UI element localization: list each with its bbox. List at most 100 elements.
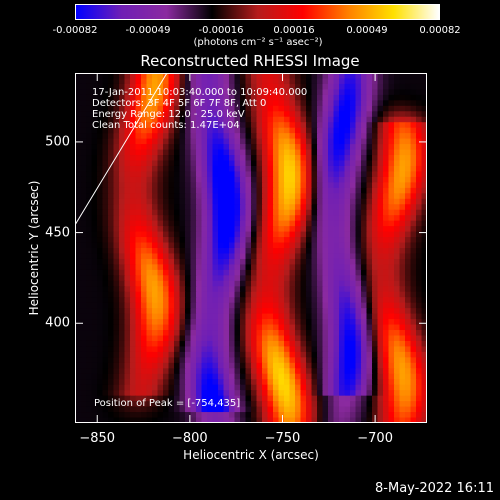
heatmap-cell (174, 116, 181, 123)
heatmap-cell (174, 155, 181, 162)
heatmap-cell (372, 269, 379, 276)
heatmap-cell (207, 313, 214, 320)
heatmap-cell (234, 78, 241, 85)
heatmap-cell (355, 100, 362, 107)
heatmap-cell (168, 368, 175, 375)
heatmap-cell (322, 351, 329, 358)
heatmap-cell (168, 269, 175, 276)
heatmap-cell (130, 100, 137, 107)
heatmap-cell (223, 248, 230, 255)
heatmap-cell (86, 122, 93, 129)
heatmap-cell (251, 401, 258, 408)
heatmap-cell (97, 187, 104, 194)
heatmap-cell (300, 373, 307, 380)
heatmap-cell (289, 324, 296, 331)
heatmap-cell (399, 160, 406, 167)
heatmap-cell (344, 297, 351, 304)
heatmap-cell (267, 209, 274, 216)
heatmap-cell (135, 231, 142, 238)
heatmap-cell (284, 127, 291, 134)
heatmap-cell (416, 357, 423, 364)
heatmap-cell (361, 209, 368, 216)
heatmap-cell (306, 384, 313, 391)
heatmap-cell (113, 362, 120, 369)
heatmap-cell (163, 133, 170, 140)
heatmap-cell (179, 231, 186, 238)
heatmap-cell (251, 297, 258, 304)
heatmap-cell (196, 105, 203, 112)
heatmap-cell (399, 368, 406, 375)
heatmap-cell (394, 220, 401, 227)
heatmap-cell (339, 280, 346, 287)
heatmap-cell (245, 204, 252, 211)
heatmap-cell (97, 264, 104, 271)
heatmap-cell (361, 144, 368, 151)
heatmap-cell (344, 362, 351, 369)
heatmap-cell (251, 226, 258, 233)
heatmap-cell (185, 379, 192, 386)
heatmap-cell (212, 313, 219, 320)
heatmap-cell (256, 351, 263, 358)
heatmap-cell (366, 373, 373, 380)
heatmap-cell (185, 226, 192, 233)
heatmap-cell (86, 155, 93, 162)
heatmap-cell (240, 357, 247, 364)
heatmap-cell (152, 248, 159, 255)
heatmap-cell (91, 83, 98, 91)
heatmap-cell (311, 144, 318, 151)
heatmap-cell (339, 144, 346, 151)
heatmap-cell (350, 198, 357, 205)
heatmap-cell (262, 220, 269, 227)
heatmap-cell (229, 384, 236, 391)
heatmap-cell (75, 144, 82, 151)
heatmap-cell (119, 313, 126, 320)
heatmap-cell (306, 330, 313, 337)
heatmap-cell (179, 335, 186, 342)
heatmap-cell (124, 258, 131, 266)
heatmap-cell (218, 275, 225, 282)
heatmap-cell (229, 149, 236, 156)
heatmap-cell (108, 401, 115, 408)
heatmap-cell (410, 116, 417, 123)
heatmap-cell (267, 335, 274, 342)
heatmap-cell (86, 193, 93, 200)
heatmap-cell (212, 237, 219, 244)
heatmap-cell (152, 368, 159, 375)
heatmap-cell (311, 401, 318, 408)
heatmap-cell (245, 406, 252, 413)
heatmap-cell (388, 297, 395, 304)
heatmap-cell (278, 324, 285, 331)
heatmap-cell (80, 351, 87, 358)
heatmap-cell (289, 127, 296, 134)
heatmap-cell (157, 417, 164, 423)
heatmap-cell (273, 269, 280, 276)
heatmap-cell (267, 155, 274, 162)
heatmap-cell (245, 330, 252, 337)
heatmap-cell (306, 94, 313, 101)
heatmap-cell (256, 384, 263, 391)
heatmap-cell (168, 351, 175, 358)
heatmap-cell (355, 330, 362, 337)
heatmap-cell (366, 144, 373, 151)
heatmap-cell (333, 335, 340, 342)
heatmap-cell (366, 198, 373, 205)
heatmap-cell (399, 412, 406, 419)
heatmap-cell (344, 83, 351, 91)
heatmap-cell (97, 133, 104, 140)
heatmap-cell (108, 127, 115, 134)
heatmap-cell (229, 204, 236, 211)
heatmap-cell (372, 242, 379, 249)
heatmap-cell (91, 351, 98, 358)
heatmap-cell (80, 248, 87, 255)
heatmap-cell (416, 127, 423, 134)
heatmap-cell (339, 373, 346, 380)
heatmap-cell (405, 133, 412, 140)
heatmap-cell (97, 193, 104, 200)
heatmap-cell (113, 264, 120, 271)
heatmap-cell (377, 390, 384, 397)
heatmap-cell (300, 198, 307, 205)
heatmap-cell (262, 160, 269, 167)
heatmap-cell (146, 390, 153, 397)
heatmap-cell (372, 286, 379, 293)
heatmap-cell (289, 231, 296, 238)
